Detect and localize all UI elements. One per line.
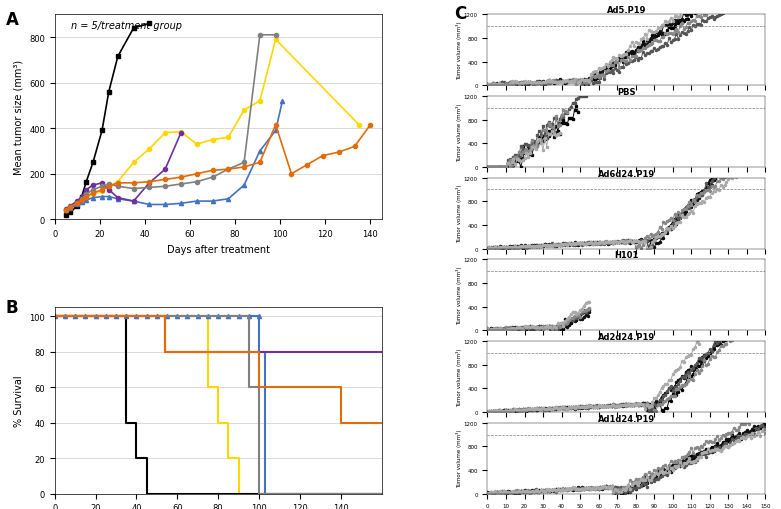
Title: Ad2d24.P19: Ad2d24.P19 — [598, 332, 655, 342]
Y-axis label: Tumor volume (mm³): Tumor volume (mm³) — [456, 103, 462, 161]
Text: A: A — [5, 11, 19, 29]
Y-axis label: % Survival: % Survival — [13, 375, 23, 427]
Y-axis label: Tumor volume (mm³): Tumor volume (mm³) — [456, 429, 462, 488]
Text: n = 5/treatment group: n = 5/treatment group — [71, 21, 182, 32]
X-axis label: Days after treatment: Days after treatment — [166, 244, 269, 254]
Title: Ad5.P19: Ad5.P19 — [607, 6, 646, 15]
Text: B: B — [5, 298, 18, 317]
Title: Ad6d24.P19: Ad6d24.P19 — [598, 169, 655, 178]
Title: Ad1d24.P19: Ad1d24.P19 — [598, 414, 655, 423]
Y-axis label: Tumor volume (mm³): Tumor volume (mm³) — [456, 348, 462, 406]
Title: PBS: PBS — [617, 88, 636, 97]
Y-axis label: Tumor volume (mm³): Tumor volume (mm³) — [456, 21, 462, 80]
Y-axis label: Mean tumor size (mm³): Mean tumor size (mm³) — [13, 60, 23, 175]
Y-axis label: Tumor volume (mm³): Tumor volume (mm³) — [456, 185, 462, 243]
Y-axis label: Tumor volume (mm³): Tumor volume (mm³) — [456, 266, 462, 324]
Title: H101: H101 — [614, 251, 639, 260]
Text: C: C — [454, 5, 466, 22]
